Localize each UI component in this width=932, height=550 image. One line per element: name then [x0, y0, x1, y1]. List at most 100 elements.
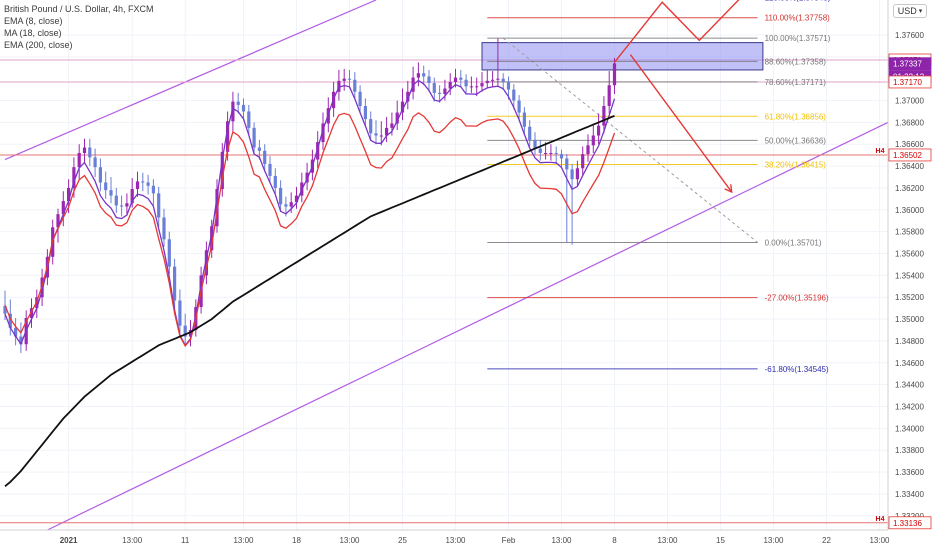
- resistance-zone-rect: [481, 42, 764, 71]
- projection-arrows: [613, 0, 740, 191]
- series-line-1: [4, 112, 616, 348]
- candle-body-67: [358, 91, 362, 106]
- candle-body-52: [279, 187, 283, 205]
- candle-body-90: [480, 83, 484, 87]
- price-tick-12: 1.35000: [895, 315, 924, 324]
- time-tick-12: 15: [716, 536, 725, 545]
- candle-body-24: [130, 189, 134, 204]
- time-axis[interactable]: 2021 13:00 11 13:00 18 13:00 25 13:00 Feb 13:00 8 1…: [0, 529, 890, 550]
- candle-body-27: [146, 182, 150, 186]
- price-tick-5: 1.36400: [895, 162, 924, 171]
- time-tick-8: Feb: [502, 536, 516, 545]
- candle-body-16: [88, 147, 92, 158]
- price-tick-16: 1.34200: [895, 403, 924, 412]
- price-label-box-5: [888, 516, 932, 530]
- candle-body-42: [226, 121, 230, 152]
- candle-body-83: [443, 88, 447, 94]
- candle-body-89: [475, 86, 479, 88]
- candle-body-66: [353, 79, 357, 92]
- candle-body-86: [459, 77, 463, 80]
- candle-body-71: [379, 135, 383, 137]
- price-tick-6: 1.36200: [895, 184, 924, 193]
- candle-body-97: [517, 100, 521, 113]
- candle-body-46: [247, 111, 251, 128]
- candle-body-102: [544, 152, 548, 154]
- price-tick-18: 1.33800: [895, 446, 924, 455]
- fib-level-label-1: 110.00%(1.37758): [765, 14, 831, 23]
- candle-body-115: [612, 63, 617, 86]
- candle-body-93: [496, 78, 500, 80]
- price-tick-0: 1.37600: [895, 31, 924, 40]
- candle-body-76: [406, 91, 410, 102]
- candle-body-41: [220, 151, 224, 190]
- time-tick-5: 13:00: [339, 536, 360, 545]
- candle-body-31: [167, 239, 171, 267]
- candle-body-0: [3, 305, 7, 314]
- candle-body-101: [538, 148, 542, 153]
- time-tick-4: 18: [292, 536, 301, 545]
- candle-body-60: [321, 123, 325, 143]
- candle-body-13: [72, 167, 76, 188]
- candle-body-81: [432, 83, 436, 93]
- candle-body-29: [157, 193, 161, 218]
- time-tick-7: 13:00: [445, 536, 466, 545]
- time-tick-6: 25: [398, 536, 407, 545]
- resistance-zone[interactable]: [481, 42, 764, 71]
- candle-body-17: [93, 157, 97, 168]
- fibonacci-retracement[interactable]: 120.00%(1.37945) 110.00%(1.37758) 100.00%(…: [487, 0, 831, 374]
- currency-button[interactable]: USD ▾: [893, 4, 927, 18]
- plot-background: [0, 0, 888, 530]
- channel-line-1: [47, 113, 907, 531]
- candle-body-45: [241, 104, 246, 112]
- price-tick-10: 1.35400: [895, 271, 924, 280]
- indicator-lines: [4, 79, 616, 487]
- time-tick-13: 13:00: [763, 536, 784, 545]
- candle-body-70: [374, 133, 378, 136]
- grid: [0, 0, 888, 530]
- price-tick-11: 1.35200: [895, 293, 924, 302]
- candle-body-68: [363, 106, 367, 120]
- candle-body-108: [575, 168, 579, 180]
- candle-body-10: [56, 214, 60, 228]
- legend-ema8: EMA (8, close): [4, 16, 63, 26]
- candle-body-65: [347, 78, 352, 80]
- price-label-box-1: [888, 57, 932, 71]
- fib-level-label-4: 78.60%(1.37171): [765, 78, 827, 87]
- candle-body-74: [395, 112, 399, 124]
- candle-body-110: [586, 145, 590, 155]
- candle-body-100: [533, 139, 537, 149]
- candle-body-112: [597, 125, 601, 136]
- candle-body-34: [183, 325, 187, 337]
- candle-body-111: [591, 135, 595, 146]
- price-tick-21: 1.33200: [895, 512, 924, 521]
- series-line-0: [4, 79, 616, 347]
- fib-level-label-5: 61.80%(1.36856): [765, 112, 827, 121]
- candle-body-92: [491, 79, 495, 81]
- candle-body-91: [485, 80, 489, 84]
- candle-body-20: [109, 190, 113, 196]
- price-label-text-3: 1.37170: [893, 78, 922, 87]
- price-tick-8: 1.35800: [895, 228, 924, 237]
- chart-title: British Pound / U.S. Dollar, 4h, FXCM: [4, 4, 154, 14]
- candle-body-53: [284, 204, 288, 207]
- fib-level-label-2: 100.00%(1.37571): [765, 34, 831, 43]
- candle-body-33: [178, 300, 182, 326]
- candle-body-114: [607, 85, 611, 106]
- candle-body-22: [120, 205, 124, 207]
- candle-body-109: [581, 154, 585, 169]
- candle-body-69: [369, 119, 373, 134]
- time-tick-11: 13:00: [657, 536, 678, 545]
- price-tick-19: 1.33600: [895, 468, 924, 477]
- candles: [3, 38, 617, 353]
- price-tick-13: 1.34800: [895, 337, 924, 346]
- price-label-box-4: [888, 148, 932, 162]
- legend-ema200: EMA (200, close): [4, 40, 73, 50]
- time-tick-10: 8: [612, 536, 617, 545]
- candle-body-55: [294, 195, 299, 203]
- candle-body-106: [565, 158, 569, 170]
- candle-body-113: [602, 106, 606, 126]
- candle-body-87: [464, 79, 468, 87]
- candle-body-64: [342, 78, 346, 81]
- candle-body-72: [385, 127, 389, 136]
